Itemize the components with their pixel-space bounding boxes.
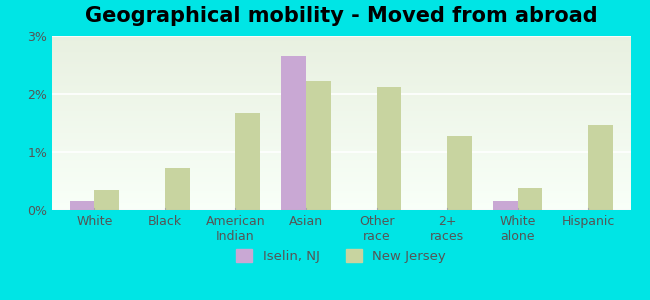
Bar	[165, 168, 190, 210]
Bar	[70, 201, 94, 210]
Title: Geographical mobility - Moved from abroad: Geographical mobility - Moved from abroa…	[85, 6, 597, 26]
Bar	[94, 190, 119, 210]
Bar	[281, 56, 306, 210]
Bar	[588, 125, 613, 210]
Bar	[235, 112, 260, 210]
Bar	[306, 81, 331, 210]
Legend: Iselin, NJ, New Jersey: Iselin, NJ, New Jersey	[229, 242, 453, 269]
Bar	[517, 188, 542, 210]
Bar	[376, 87, 401, 210]
Bar	[447, 136, 472, 210]
Bar	[493, 201, 517, 210]
